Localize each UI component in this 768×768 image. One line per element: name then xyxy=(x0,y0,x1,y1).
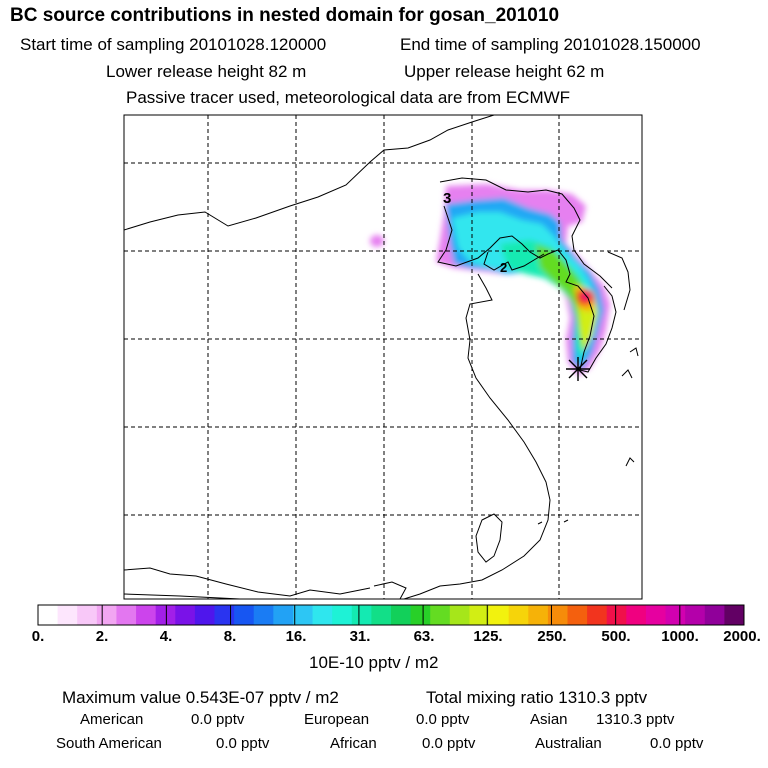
colorbar-cell xyxy=(194,605,215,625)
colorbar-cell xyxy=(116,605,137,625)
region-name-american: American xyxy=(80,711,144,728)
colorbar-cell xyxy=(724,605,745,625)
colorbar-cell xyxy=(312,605,333,625)
colorbar-cell xyxy=(587,605,608,625)
colorbar-cell xyxy=(391,605,412,625)
colorbar-cell xyxy=(351,605,372,625)
colorbar-cell xyxy=(508,605,529,625)
colorbar-cell xyxy=(253,605,274,625)
colorbar-tick-11: 2000. xyxy=(723,628,761,645)
colorbar-cell xyxy=(685,605,706,625)
maximum-value: Maximum value 0.543E-07 pptv / m2 xyxy=(62,688,339,707)
colorbar-tick-5: 31. xyxy=(349,628,371,645)
region-value-australian: 0.0 pptv xyxy=(650,735,704,752)
receptor-star-marker xyxy=(566,357,590,381)
colorbar-cell xyxy=(606,605,627,625)
colorbar-cell xyxy=(528,605,549,625)
colorbar-cell xyxy=(449,605,470,625)
colorbar-cell xyxy=(489,605,510,625)
map-title: BC source contributions in nested domain… xyxy=(10,5,560,26)
colorbar-unit-label: 10E-10 pptv / m2 xyxy=(309,653,439,672)
region-value-african: 0.0 pptv xyxy=(422,735,476,752)
colorbar-tick-7: 125. xyxy=(473,628,503,645)
lat-lon-grid xyxy=(124,115,642,599)
colorbar-cell xyxy=(77,605,98,625)
colorbar-cell xyxy=(96,605,117,625)
colorbar-tick-10: 1000. xyxy=(661,628,699,645)
colorbar-tick-6: 63. xyxy=(413,628,435,645)
colorbar-cell xyxy=(332,605,353,625)
region-name-south-american: South American xyxy=(56,735,162,752)
colorbar-cell xyxy=(469,605,490,625)
colorbar-cell xyxy=(645,605,667,625)
total-mixing-ratio: Total mixing ratio 1310.3 pptv xyxy=(426,688,648,707)
colorbar-cell xyxy=(371,605,392,625)
colorbar-cell xyxy=(175,605,196,625)
colorbar-cell xyxy=(234,605,255,625)
contour-label-3: 3 xyxy=(443,190,451,207)
colorbar-tick-9: 500. xyxy=(601,628,631,645)
tracer-note: Passive tracer used, meteorological data… xyxy=(126,88,571,107)
end-sampling-time: End time of sampling 20101028.150000 xyxy=(400,35,701,54)
lower-release-height: Lower release height 82 m xyxy=(106,62,307,81)
region-name-african: African xyxy=(330,735,377,752)
colorbar-tick-0: 0. xyxy=(31,628,45,645)
region-name-european: European xyxy=(304,711,370,728)
contour-label-2: 2 xyxy=(500,260,507,275)
colorbar-tick-8: 250. xyxy=(537,628,567,645)
colorbar-cell xyxy=(273,605,294,625)
colorbar-cell xyxy=(626,605,647,625)
coastlines xyxy=(124,115,639,599)
region-value-south-american: 0.0 pptv xyxy=(216,735,270,752)
region-value-european: 0.0 pptv xyxy=(416,711,470,728)
map-frame xyxy=(123,114,643,600)
region-value-american: 0.0 pptv xyxy=(191,711,245,728)
colorbar-cell xyxy=(547,605,568,625)
colorbar-cell xyxy=(214,605,235,625)
region-value-asian: 1310.3 pptv xyxy=(596,711,675,728)
colorbar-tick-4: 16. xyxy=(285,628,307,645)
colorbar-cell xyxy=(567,605,588,625)
start-sampling-time: Start time of sampling 20101028.120000 xyxy=(20,35,327,54)
colorbar-tick-3: 8. xyxy=(223,628,237,645)
colorbar-cell xyxy=(38,605,59,625)
colorbar-cell xyxy=(410,605,431,625)
region-name-australian: Australian xyxy=(535,735,602,752)
colorbar-cell xyxy=(292,605,314,625)
colorbar-cell xyxy=(57,605,78,625)
colorbar-cell xyxy=(704,605,725,625)
colorbar-tick-1: 2. xyxy=(95,628,109,645)
upper-release-height: Upper release height 62 m xyxy=(404,62,605,81)
region-name-asian: Asian xyxy=(530,711,568,728)
colorbar-cell xyxy=(136,605,157,625)
colorbar-cell xyxy=(665,605,686,625)
colorbar-tick-2: 4. xyxy=(159,628,173,645)
colorbar-cell xyxy=(155,605,176,625)
colorbar-cell xyxy=(430,605,451,625)
